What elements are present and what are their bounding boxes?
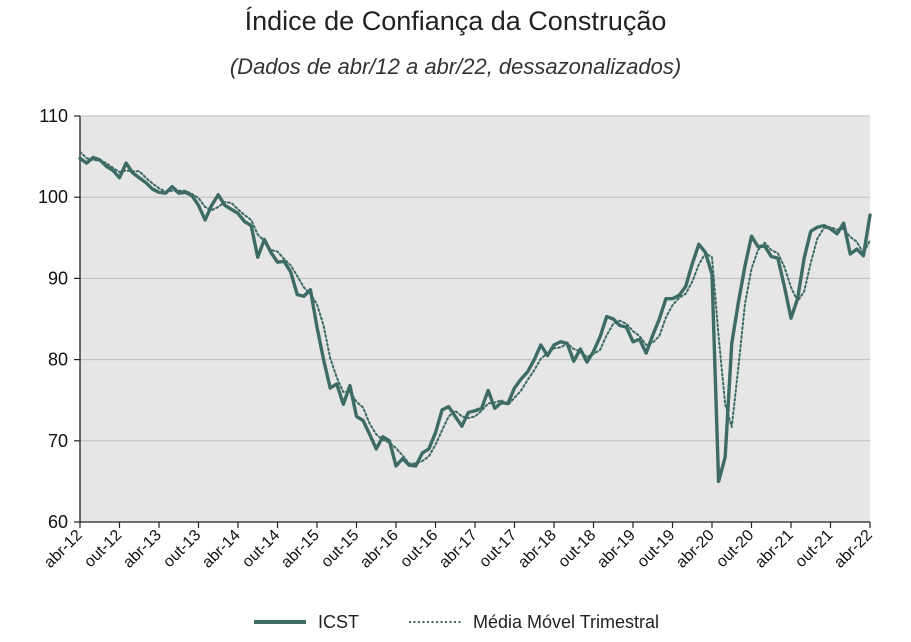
- legend-label-icst: ICST: [317, 611, 359, 632]
- x-tick-label: abr-12: [41, 527, 86, 572]
- y-tick-label: 110: [39, 106, 68, 126]
- x-tick-label: out-18: [555, 527, 599, 571]
- x-tick-label: out-16: [397, 527, 441, 571]
- chart-subtitle: (Dados de abr/12 a abr/22, dessazonaliza…: [229, 54, 682, 79]
- x-tick-label: out-13: [160, 527, 204, 571]
- series-group: [78, 150, 872, 484]
- legend-swatch-dotted: [408, 621, 461, 623]
- legend-label-media-movel: Média Móvel Trimestral: [472, 611, 660, 632]
- y-tick-label: 100: [38, 187, 68, 207]
- x-tick-label: out-12: [81, 527, 125, 571]
- x-tick-label: abr-13: [120, 527, 165, 572]
- series-line-icst: [78, 155, 872, 484]
- x-tick-label: abr-15: [278, 527, 323, 572]
- x-tick-label: out-20: [713, 527, 757, 571]
- x-tick-label: abr-14: [199, 527, 244, 572]
- x-tick-label: abr-21: [752, 527, 797, 572]
- x-tick-label: abr-20: [673, 527, 718, 572]
- legend: ICST Média Móvel Trimestral: [0, 608, 911, 636]
- x-axis-ticks: abr-12out-12abr-13out-13abr-14out-14abr-…: [41, 522, 876, 572]
- y-axis-ticks: 60 70 80 90 100 110: [38, 106, 80, 532]
- series-line-media-movel: [79, 150, 871, 465]
- y-tick-label: 70: [48, 431, 68, 451]
- x-tick-label: out-21: [792, 527, 836, 571]
- x-tick-label: out-14: [239, 527, 283, 571]
- legend-swatch-solid: [253, 620, 306, 624]
- x-tick-label: abr-17: [436, 527, 481, 572]
- legend-item-icst: ICST: [252, 612, 359, 633]
- x-tick-label: abr-22: [831, 527, 876, 572]
- x-tick-label: abr-19: [594, 527, 639, 572]
- chart-title: Índice de Confiança da Construção: [244, 6, 667, 36]
- x-tick-label: abr-18: [515, 527, 560, 572]
- x-tick-label: abr-16: [357, 527, 402, 572]
- x-tick-label: out-15: [318, 527, 362, 571]
- legend-item-media-movel: Média Móvel Trimestral: [407, 612, 659, 633]
- x-tick-label: out-17: [476, 527, 520, 571]
- y-tick-label: 60: [48, 512, 68, 532]
- y-tick-label: 80: [48, 350, 68, 370]
- y-tick-label: 90: [48, 268, 68, 288]
- plot-area: [80, 116, 870, 522]
- x-tick-label: out-19: [634, 527, 678, 571]
